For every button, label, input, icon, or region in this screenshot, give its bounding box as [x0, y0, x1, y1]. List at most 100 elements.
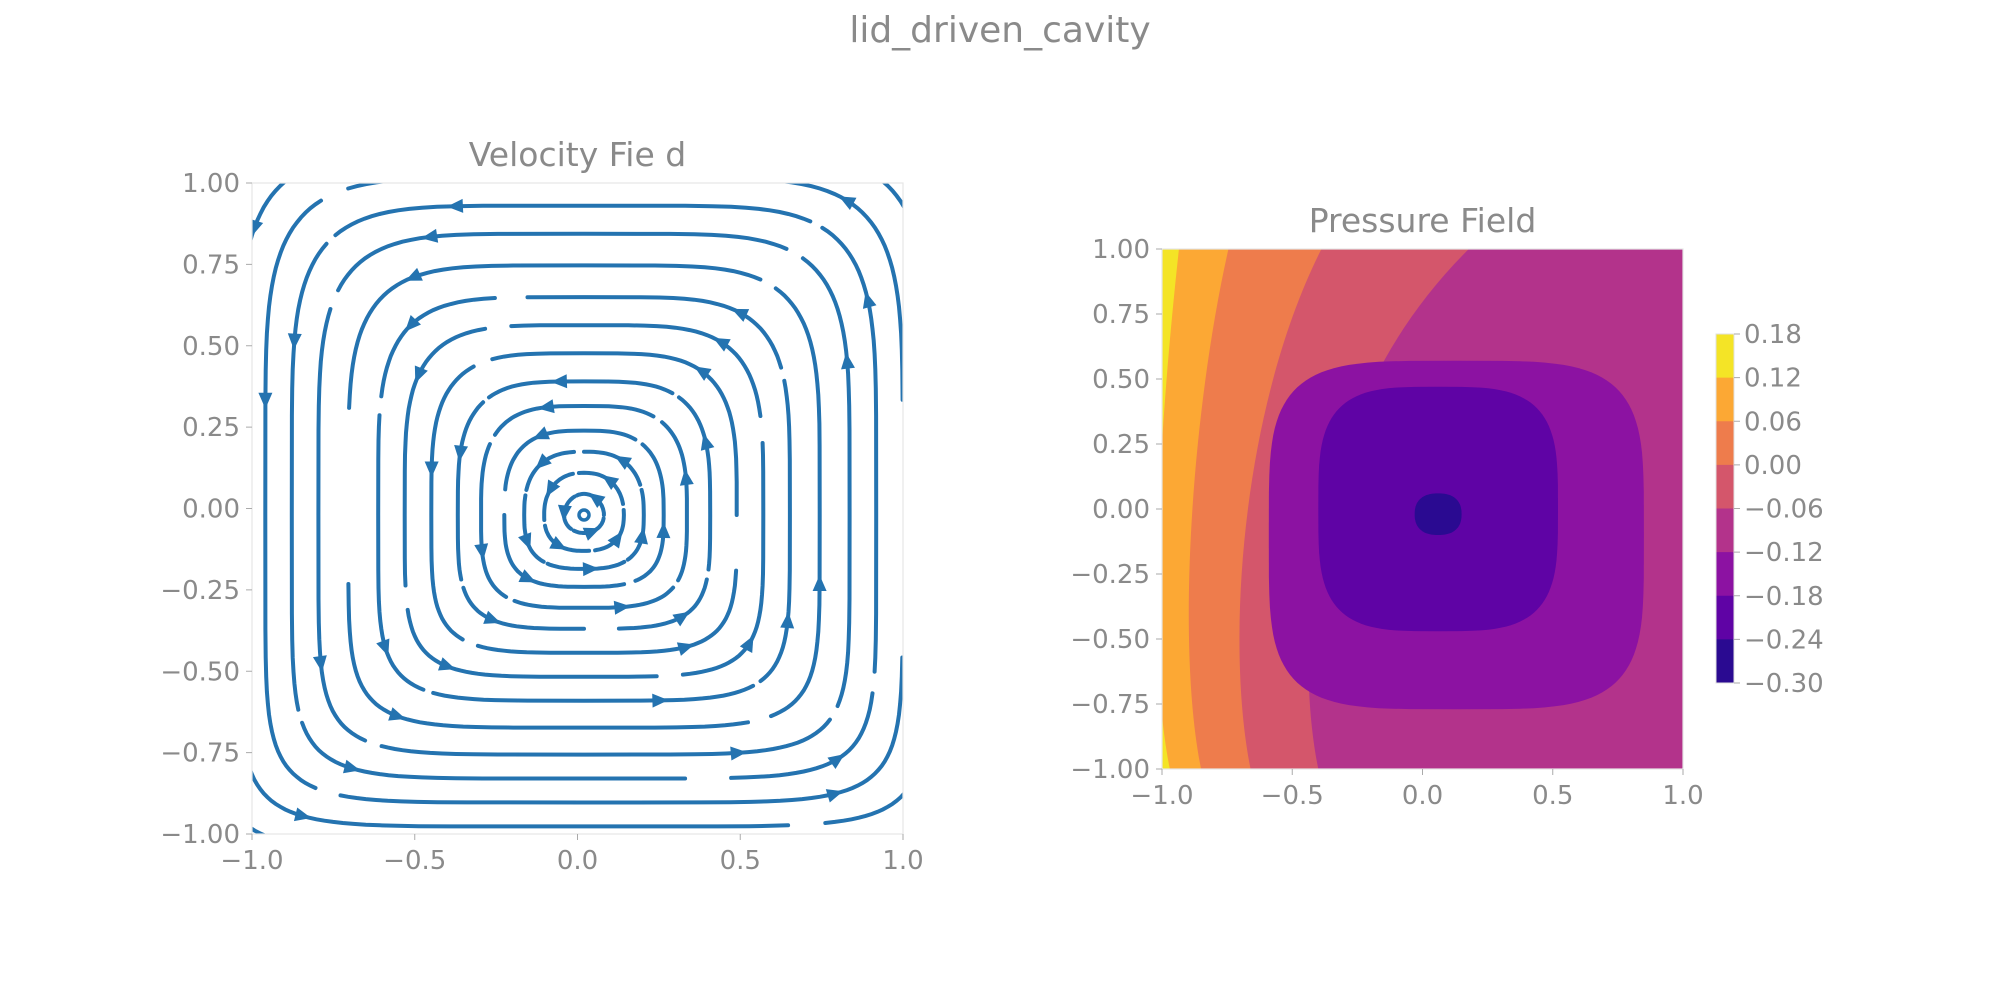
streamline-arrow: [244, 149, 265, 170]
pressure-x-tick-label: 0.0: [1402, 781, 1443, 811]
streamline: [512, 585, 676, 610]
pressure-y-tick-label: −0.25: [1070, 560, 1150, 590]
pressure-x-tick-label: −0.5: [1261, 781, 1324, 811]
pressure-y-tick-label: −1.00: [1070, 755, 1150, 785]
colorbar-band: [1716, 595, 1734, 640]
colorbar-band: [1716, 421, 1734, 466]
colorbar-band: [1716, 552, 1734, 597]
streamline-arrow: [676, 642, 695, 656]
streamline-arrow: [546, 479, 561, 497]
velocity-title: Velocity Fie d: [469, 135, 686, 174]
streamline-arrow: [582, 527, 601, 541]
streamline-arrow: [946, 737, 961, 754]
streamline-arrow: [613, 600, 631, 615]
colorbar-band: [1716, 464, 1734, 509]
streamline-arrow: [483, 610, 501, 624]
pressure-y-tick-label: −0.75: [1070, 690, 1150, 720]
streamline-arrow: [672, 611, 690, 627]
streamline: [479, 442, 509, 599]
streamline-arrow: [855, 160, 875, 179]
streamline-arrow: [825, 789, 844, 803]
streamline-arrow: [739, 635, 754, 653]
streamline-arrow: [438, 657, 456, 671]
streamline: [487, 379, 675, 400]
streamline-arrow: [414, 365, 428, 383]
streamline: [918, 238, 956, 827]
colorbar-band: [1716, 334, 1734, 379]
velocity-x-tick-label: 1.0: [882, 846, 923, 876]
streamline-arrow: [614, 455, 632, 470]
streamline: [800, 256, 852, 708]
streamline-arrow: [212, 776, 230, 796]
streamline-arrow: [549, 536, 567, 550]
streamline-arrow: [694, 366, 712, 381]
contour-band: [1162, 249, 1229, 769]
colorbar-band: [1716, 508, 1734, 553]
pressure-x-tick-label: 1.0: [1662, 781, 1703, 811]
streamline: [263, 198, 323, 790]
streamline: [347, 263, 763, 410]
pressure-panel: −1.0 −0.5 0.0 0.5 1.0 1.00 0.75 0.50 0.25 0.00 −0.…: [1070, 201, 1703, 811]
streamline: [769, 286, 822, 719]
streamline-arrow: [862, 291, 877, 309]
streamline-arrow: [607, 531, 623, 549]
colorbar-tick-label: −0.30: [1744, 669, 1824, 699]
velocity-streamlines: [212, 123, 961, 857]
velocity-y-tick-label: 1.00: [182, 169, 240, 199]
streamline-arrow: [557, 504, 572, 522]
velocity-y-tick-label: 0.50: [182, 332, 240, 362]
velocity-y-tick-label: 0.00: [182, 495, 240, 525]
pressure-y-tick-label: 0.50: [1092, 365, 1150, 395]
streamline: [625, 487, 646, 562]
pressure-title: Pressure Field: [1309, 201, 1537, 240]
streamline-arrow: [454, 444, 469, 462]
pressure-x-tick-label: −1.0: [1130, 781, 1193, 811]
streamline-arrow: [388, 707, 406, 721]
streamline-arrow: [312, 655, 327, 673]
vortex-center: [577, 508, 591, 522]
contour-band: [1162, 249, 1179, 769]
streamline: [823, 791, 903, 825]
streamline-arrow: [252, 218, 264, 237]
streamline-arrow: [679, 468, 694, 486]
streamline: [633, 442, 666, 583]
streamline-arrow: [535, 453, 552, 470]
colorbar-tick-label: −0.18: [1744, 582, 1824, 612]
streamline-arrow: [424, 461, 439, 478]
streamline-arrow: [762, 843, 778, 857]
streamline-arrow: [588, 492, 606, 508]
streamline: [522, 493, 546, 564]
pressure-y-tick-label: 0.25: [1092, 430, 1150, 460]
colorbar-band: [1716, 377, 1734, 422]
velocity-y-tick-label: −0.75: [160, 739, 240, 769]
velocity-y-tick-label: 0.75: [182, 250, 240, 280]
streamline-arrow: [287, 333, 302, 350]
pressure-contours: [1162, 249, 1683, 769]
streamline-arrow: [652, 693, 669, 708]
streamline-arrow: [582, 562, 599, 577]
velocity-y-tick-label: 0.25: [182, 413, 240, 443]
streamline-arrow: [532, 426, 551, 440]
streamline-arrow: [376, 638, 390, 656]
colorbar-tick-label: 0.06: [1744, 407, 1802, 437]
streamline-arrow: [405, 267, 423, 281]
streamline-arrow: [879, 132, 899, 151]
streamline: [660, 420, 689, 583]
velocity-y-tick-label: −0.25: [160, 576, 240, 606]
velocity-x-tick-label: −1.0: [220, 846, 283, 876]
colorbar-tick-label: −0.06: [1744, 495, 1824, 525]
streamline-arrow: [841, 352, 855, 370]
streamline-arrow: [550, 374, 568, 389]
velocity-frame: [251, 182, 904, 835]
velocity-x-tick-label: −0.5: [383, 846, 446, 876]
streamline-arrow: [839, 196, 857, 211]
streamline-arrow: [700, 433, 715, 451]
velocity-y-tick-label: −0.50: [160, 657, 240, 687]
streamline-arrow: [780, 612, 795, 629]
streamline-arrow: [446, 198, 464, 213]
streamline: [346, 183, 903, 402]
streamline: [216, 123, 376, 262]
streamline: [729, 691, 875, 780]
contour-band: [1414, 493, 1462, 535]
streamline-arrow: [342, 759, 361, 774]
